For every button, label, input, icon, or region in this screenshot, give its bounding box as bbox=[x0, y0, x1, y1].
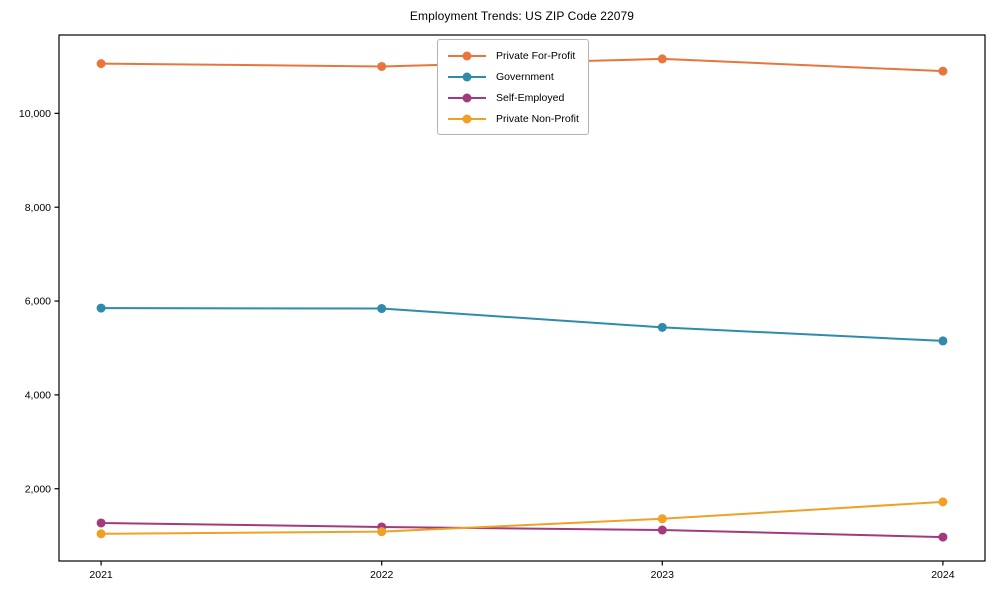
y-tick-label: 10,000 bbox=[19, 108, 51, 120]
legend: Private For-Profit Government Self-Emplo… bbox=[437, 39, 589, 135]
y-tick-label: 8,000 bbox=[25, 202, 51, 214]
data-point bbox=[96, 529, 106, 539]
legend-item: Private For-Profit bbox=[446, 45, 579, 66]
x-tick-label: 2024 bbox=[931, 569, 955, 581]
legend-item: Private Non-Profit bbox=[446, 108, 579, 129]
data-point bbox=[96, 518, 106, 528]
series-line bbox=[101, 521, 943, 539]
legend-label: Private For-Profit bbox=[496, 49, 576, 62]
chart-title: Employment Trends: US ZIP Code 22079 bbox=[409, 9, 635, 23]
legend-line-marker-icon bbox=[448, 114, 486, 123]
data-point bbox=[377, 304, 387, 314]
data-point bbox=[657, 514, 667, 524]
series-line bbox=[101, 307, 943, 342]
y-tick-label: 4,000 bbox=[25, 389, 51, 401]
legend-line-marker-icon bbox=[448, 72, 486, 81]
legend-item: Self-Employed bbox=[446, 87, 579, 108]
y-tick-label: 6,000 bbox=[25, 296, 51, 308]
data-point bbox=[657, 525, 667, 535]
data-point bbox=[938, 66, 948, 76]
series-line bbox=[101, 500, 943, 535]
legend-line-marker-icon bbox=[448, 93, 486, 102]
data-point bbox=[96, 303, 106, 313]
legend-label: Self-Employed bbox=[496, 91, 565, 104]
data-point bbox=[938, 336, 948, 346]
data-point bbox=[938, 497, 948, 507]
data-point bbox=[96, 59, 106, 69]
data-point bbox=[657, 322, 667, 332]
legend-item: Government bbox=[446, 66, 579, 87]
x-tick-label: 2021 bbox=[89, 569, 113, 581]
x-tick-label: 2022 bbox=[370, 569, 394, 581]
plot-frame bbox=[58, 34, 986, 562]
legend-line-marker-icon bbox=[448, 51, 486, 60]
y-tick-label: 2,000 bbox=[25, 483, 51, 495]
data-point bbox=[377, 61, 387, 71]
data-point bbox=[657, 54, 667, 64]
legend-label: Government bbox=[496, 70, 554, 83]
legend-label: Private Non-Profit bbox=[496, 112, 579, 125]
x-tick-label: 2023 bbox=[651, 569, 675, 581]
data-point bbox=[377, 527, 387, 537]
data-point bbox=[938, 532, 948, 542]
